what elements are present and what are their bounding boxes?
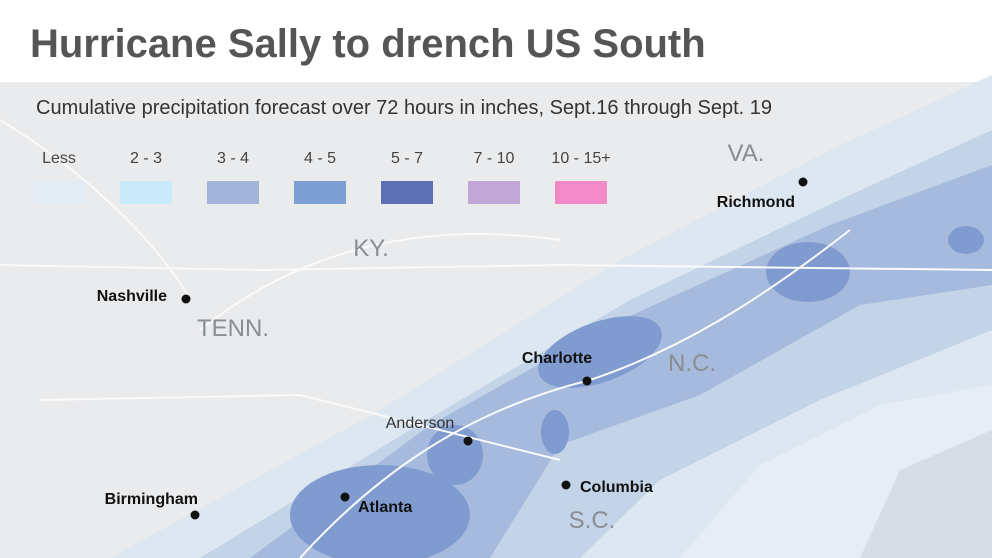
header-bg	[0, 0, 992, 82]
city-label: Richmond	[717, 194, 795, 211]
city-dot	[340, 492, 350, 502]
legend-label: 5 - 7	[391, 150, 423, 167]
legend-swatch	[555, 181, 607, 204]
state-label: KY.	[353, 235, 389, 262]
city-label: Anderson	[386, 415, 455, 432]
legend-swatch	[207, 181, 259, 204]
legend: Less 2 - 3 3 - 4 4 - 5 5 - 7 7 - 10 10 - 15+	[33, 150, 611, 204]
legend-swatch	[120, 181, 172, 204]
title: Hurricane Sally to drench US South	[30, 22, 706, 66]
city-dot	[582, 376, 592, 386]
city-label: Columbia	[580, 479, 653, 496]
blob-va	[948, 226, 984, 254]
legend-swatch	[381, 181, 433, 204]
legend-label: 7 - 10	[474, 150, 515, 167]
city-dot	[190, 510, 200, 520]
band-less	[110, 75, 992, 558]
legend-swatch	[33, 181, 85, 204]
legend-label: 10 - 15+	[551, 150, 610, 167]
city-label: Birmingham	[105, 491, 198, 508]
city-label: Charlotte	[522, 350, 592, 367]
place-labels: VA. KY. TENN. N.C. S.C. Richmond Nashville Char…	[97, 140, 808, 534]
state-label: VA.	[728, 140, 765, 167]
ocean	[860, 430, 992, 558]
legend-label: 4 - 5	[304, 150, 336, 167]
legend-label: 2 - 3	[130, 150, 162, 167]
city-dot	[798, 177, 808, 187]
city-dot	[181, 294, 191, 304]
city-dot	[561, 480, 571, 490]
legend-swatch	[468, 181, 520, 204]
legend-label: Less	[42, 150, 76, 167]
city-label: Atlanta	[358, 499, 412, 516]
legend-label: 3 - 4	[217, 150, 249, 167]
state-label: TENN.	[197, 315, 269, 342]
subtitle: Cumulative precipitation forecast over 7…	[36, 97, 772, 119]
blob-charlotte	[538, 316, 662, 388]
state-label: N.C.	[668, 350, 716, 377]
state-label: S.C.	[569, 507, 616, 534]
blob-sc	[541, 410, 569, 454]
blob-nc	[766, 242, 850, 302]
city-label: Nashville	[97, 288, 167, 305]
city-dot	[463, 436, 473, 446]
blob-atlanta	[290, 465, 470, 558]
legend-swatch	[294, 181, 346, 204]
